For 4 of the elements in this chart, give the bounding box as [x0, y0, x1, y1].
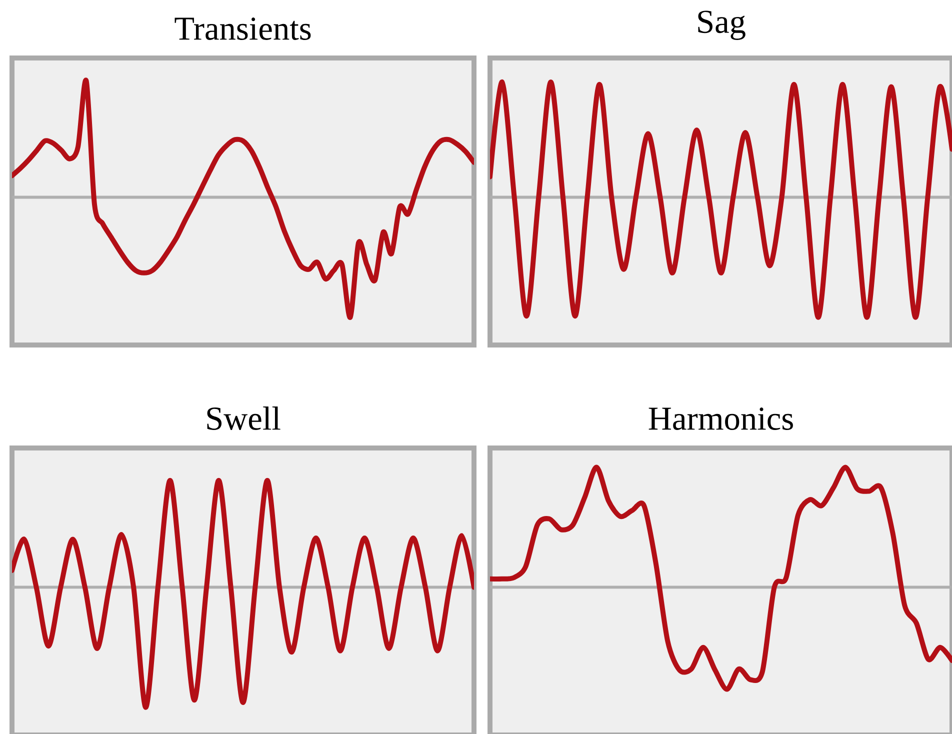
- chart-title: Swell: [207, 406, 280, 430]
- chart-title: Transients: [174, 18, 311, 40]
- chart-title: Sag: [698, 10, 746, 40]
- chart-title: Harmonics: [648, 408, 793, 430]
